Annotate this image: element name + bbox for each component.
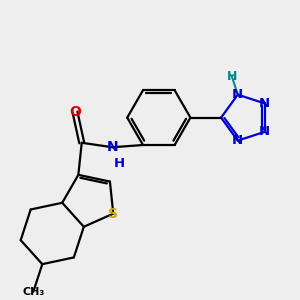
Text: N: N xyxy=(232,88,243,101)
Text: N: N xyxy=(106,140,118,154)
Text: H: H xyxy=(226,70,237,83)
Text: H: H xyxy=(113,157,125,170)
Text: N: N xyxy=(259,125,270,138)
Text: N: N xyxy=(232,134,243,147)
Text: O: O xyxy=(69,105,81,119)
Text: N: N xyxy=(259,97,270,110)
Text: S: S xyxy=(108,207,118,220)
Text: CH₃: CH₃ xyxy=(22,287,44,297)
